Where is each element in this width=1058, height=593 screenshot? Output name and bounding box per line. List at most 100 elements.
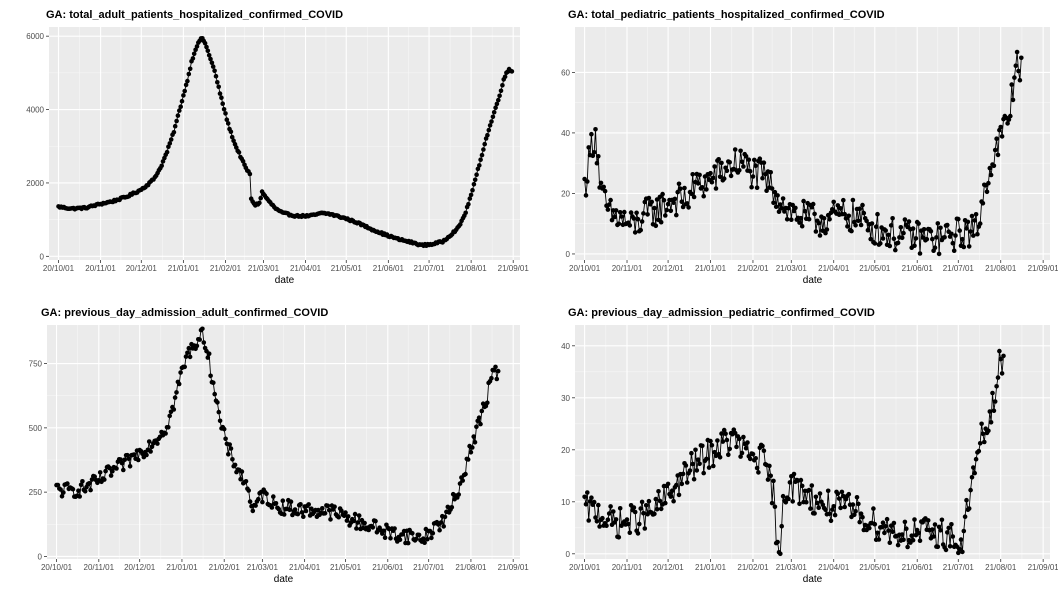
data-point	[876, 537, 882, 542]
data-point	[932, 522, 938, 527]
data-point	[617, 210, 623, 215]
data-point	[771, 200, 776, 206]
data-point	[430, 530, 436, 536]
data-point	[860, 202, 865, 208]
data-point	[223, 111, 228, 116]
data-point	[682, 185, 687, 191]
data-point	[146, 439, 152, 444]
data-point	[856, 501, 861, 507]
data-point	[841, 197, 846, 203]
data-point	[901, 230, 906, 236]
data-point	[187, 66, 193, 72]
data-point	[968, 229, 973, 234]
data-point	[658, 219, 664, 225]
x-tick-label: 21/09/01	[1028, 264, 1058, 273]
x-tick-label: 20/10/01	[41, 563, 73, 572]
data-point	[613, 208, 619, 213]
data-point	[627, 530, 633, 535]
data-point	[764, 188, 769, 193]
x-tick-label: 21/06/01	[902, 563, 934, 572]
x-tick-label: 20/12/01	[653, 264, 685, 273]
data-point	[864, 218, 869, 224]
x-tick-label: 21/01/01	[166, 563, 198, 572]
x-tick-label: 20/10/01	[43, 264, 75, 273]
data-point	[680, 204, 686, 210]
data-point	[397, 537, 403, 542]
data-point	[61, 490, 66, 495]
data-point	[276, 506, 282, 512]
y-tick-label: 0	[38, 552, 43, 561]
x-tick-label: 21/08/01	[456, 264, 488, 273]
data-point	[471, 182, 477, 187]
data-point	[194, 44, 200, 49]
data-point	[693, 447, 698, 453]
data-point	[842, 211, 847, 217]
data-point	[842, 504, 847, 510]
x-tick-label: 21/09/01	[498, 563, 530, 572]
data-point	[732, 147, 738, 152]
data-point	[665, 201, 671, 207]
data-point	[779, 206, 784, 211]
data-point	[823, 230, 828, 236]
data-point	[895, 240, 901, 246]
data-point	[732, 430, 738, 436]
data-point	[890, 529, 895, 535]
x-tick-label: 20/11/01	[612, 264, 643, 273]
data-point	[831, 504, 836, 509]
data-point	[163, 431, 168, 436]
data-point	[768, 473, 773, 479]
data-point	[965, 219, 971, 225]
data-point	[711, 175, 716, 181]
data-point	[76, 488, 81, 493]
data-point	[437, 527, 442, 533]
data-point	[865, 227, 871, 233]
data-point	[639, 499, 645, 505]
data-point	[727, 160, 732, 165]
data-point	[295, 511, 301, 517]
data-point	[931, 534, 936, 539]
data-point	[812, 211, 817, 217]
chart-title: GA: previous_day_admission_pediatric_con…	[568, 307, 875, 319]
data-point	[995, 152, 1001, 158]
data-point	[382, 535, 388, 540]
data-point	[611, 509, 616, 514]
x-tick-label: 20/10/01	[569, 563, 601, 572]
data-point	[1014, 49, 1020, 55]
data-point	[893, 247, 898, 253]
y-tick-label: 20	[561, 446, 570, 455]
x-tick-label: 21/03/01	[776, 563, 808, 572]
data-point	[674, 212, 679, 218]
data-point	[208, 56, 213, 62]
data-point	[280, 498, 286, 503]
data-point	[994, 136, 999, 141]
data-point	[678, 186, 683, 191]
data-point	[991, 163, 997, 169]
y-tick-label: 750	[29, 360, 43, 369]
data-point	[884, 516, 890, 522]
data-point	[966, 244, 972, 249]
data-point	[917, 251, 923, 256]
data-point	[596, 154, 601, 159]
data-point	[825, 488, 831, 494]
data-point	[992, 399, 998, 404]
data-point	[470, 445, 475, 450]
data-point	[634, 210, 639, 216]
data-point	[775, 193, 780, 198]
data-point	[916, 530, 921, 536]
data-point	[995, 375, 1001, 380]
data-point	[92, 474, 97, 479]
data-point	[849, 228, 854, 234]
data-point	[789, 217, 794, 222]
data-point	[790, 499, 795, 504]
data-point	[221, 107, 227, 112]
data-point	[122, 457, 127, 462]
data-point	[873, 224, 879, 229]
data-point	[239, 469, 245, 474]
data-point	[717, 455, 723, 460]
data-point	[798, 477, 804, 483]
data-point	[582, 494, 587, 500]
data-point	[1016, 68, 1021, 74]
data-point	[799, 223, 805, 229]
data-point	[671, 200, 676, 205]
data-point	[495, 368, 501, 374]
